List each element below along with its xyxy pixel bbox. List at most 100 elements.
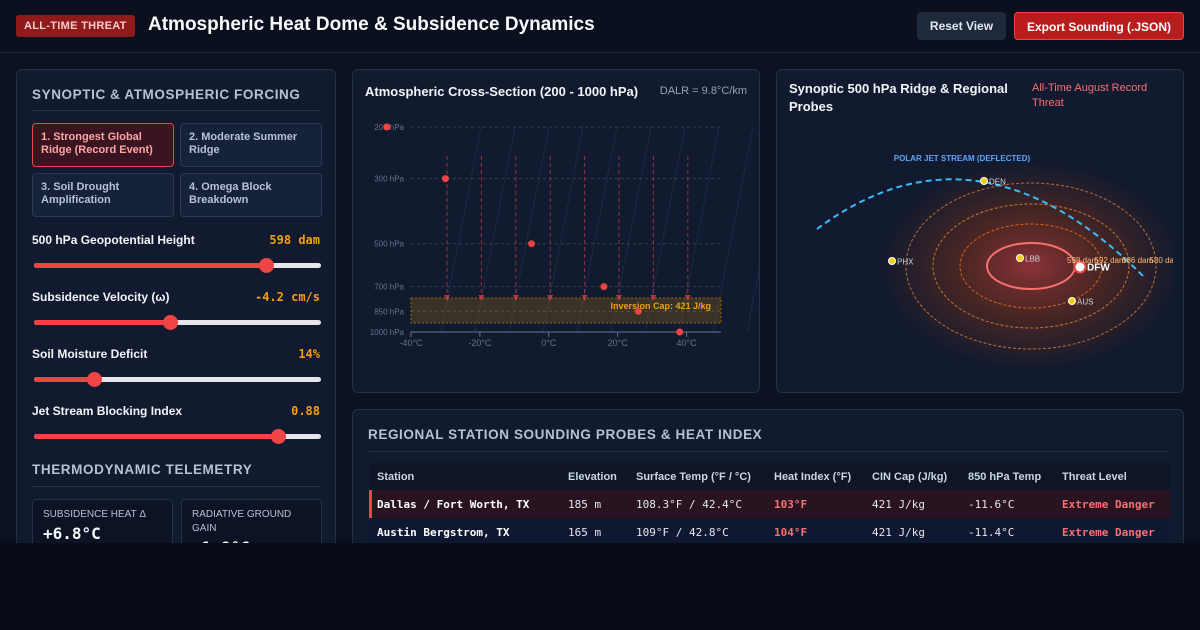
annotation: DALR = 9.8°C/km [660,85,747,97]
sounding-point [383,123,391,131]
station-marker[interactable] [1068,297,1076,305]
contour [959,223,1103,309]
column-header: Surface Temp (°F / °C) [628,463,766,490]
tile-label: RADIATIVE GROUND GAIN [192,509,292,534]
slider-label: Subsidence Velocity (ω) [32,290,170,304]
station-table: Station Elevation Surface Temp (°F / °C) He… [369,463,1170,543]
slider-track[interactable] [34,372,321,387]
slider-label: Jet Stream Blocking Index [32,404,183,418]
slider-value: 14% [298,347,320,361]
tile-value: +1.8°C [192,538,311,543]
slider-thumb[interactable] [87,372,103,387]
arrow-head [650,295,657,301]
table-cell: Extreme Danger [1062,497,1155,511]
header-row: Station Elevation Surface Temp (°F / °C) He… [369,463,1170,490]
section-title: THERMODYNAMIC TELEMETRY [32,462,253,477]
slider-value: 598 dam [269,233,320,247]
contour-label: 592 dam [1095,256,1126,265]
y-tick-label: 850 hPa [374,307,404,316]
table-row[interactable]: Dallas / Fort Worth, TX 185 m 108.3°F / 42… [369,490,1170,518]
station-marker[interactable] [1073,260,1087,274]
arrow-head [547,295,554,301]
slider-thumb[interactable] [163,315,179,330]
station-label: DFW [1087,263,1110,274]
tile-value: +6.8°C [43,524,101,543]
badge: ALL-TIME THREAT [16,15,135,37]
contour [932,203,1130,329]
jet-label: POLAR JET STREAM (DEFLECTED) [894,154,1031,163]
sounding-point [676,328,684,336]
divider [368,451,1169,452]
arrow-head [444,295,450,301]
station-label: DEN [989,178,1006,187]
slider-track[interactable] [34,258,321,273]
arrow-head [478,295,485,301]
ridge-map: Synoptic 500 hPa Ridge & Regional Probes… [789,81,1181,371]
contour-label: 586 dam [1122,256,1153,265]
forcing-panel: SYNOPTIC & ATMOSPHERIC FORCING THERMODYN… [16,69,336,543]
alert-box: All-Time August Record Threat [1032,82,1147,109]
station-marker[interactable] [1016,254,1024,262]
x-tick-label: 20°C [608,338,629,348]
y-tick-label: 1000 hPa [370,328,405,337]
export-button[interactable]: Export Sounding (.JSON) [1014,12,1184,40]
table-cell: -11.6°C [968,497,1015,511]
contour-label: 598 dam [1067,256,1098,265]
table-cell: 109°F / 42.8°C [636,525,729,539]
telemetry-tile: SUBSIDENCE HEAT Δ +6.8°C [32,499,173,543]
map-layer: POLAR JET STREAM (DEFLECTED) DEN PHX LBB DF… [816,154,1181,371]
scenario-button[interactable]: 3. Soil Drought Amplification [32,173,174,217]
column-header: Station [369,463,560,490]
scenario-button[interactable]: 1. Strongest Global Ridge (Record Event) [32,123,174,167]
tile-label: SUBSIDENCE HEAT Δ [43,509,146,520]
column-header: 850 hPa Temp [960,463,1054,490]
section-title: REGIONAL STATION SOUNDING PROBES & HEAT … [368,427,763,442]
scenario-button[interactable]: 4. Omega Block Breakdown [180,173,322,217]
slider-fill [34,377,95,382]
slider-track[interactable] [34,429,321,444]
scenario-button[interactable]: 2. Moderate Summer Ridge [180,123,322,167]
slider-thumb[interactable] [259,258,275,273]
table-cell: Austin Bergstrom, TX [377,525,510,539]
column-header: CIN Cap (J/kg) [864,463,960,490]
column-header: Threat Level [1054,463,1170,490]
y-tick-label: 300 hPa [374,175,404,184]
station-label: PHX [897,258,914,267]
cross-section-chart: Atmospheric Cross-Section (200 - 1000 hP… [365,84,759,348]
station-marker[interactable] [888,257,896,265]
station-marker[interactable] [980,177,988,185]
inversion-band [410,297,722,324]
section-title: SYNOPTIC & ATMOSPHERIC FORCING [32,87,301,102]
sounding-point [634,307,642,315]
jet-stream [816,178,1144,277]
map-title-box: Synoptic 500 hPa Ridge & Regional Probes [789,81,1008,114]
arrow-head [616,295,622,301]
x-tick-label: -40°C [399,338,423,348]
x-tick-label: -20°C [468,338,492,348]
slider-fill [34,263,267,268]
table-cell: Dallas / Fort Worth, TX [377,497,530,511]
ridge-map-panel: Synoptic 500 hPa Ridge & Regional Probes… [776,69,1184,393]
arrow-head [684,295,691,301]
table-cell: 185 m [568,497,602,511]
table-cell: 104°F [774,525,808,539]
slider-value: -4.2 cm/s [254,290,320,304]
divider [32,486,321,487]
slider-thumb[interactable] [270,429,286,444]
table-row[interactable]: Austin Bergstrom, TX 165 m 109°F / 42.8°C 1… [369,518,1170,543]
contour-label: 580 dam [1150,256,1181,265]
arrow-head [512,295,519,301]
contour [905,182,1157,350]
table-cell: 165 m [568,525,602,539]
reset-button[interactable]: Reset View [917,12,1006,40]
slider-fill [34,320,171,325]
station-label: LBB [1025,255,1040,264]
table-cell: -11.4°C [968,525,1015,539]
arrow-head [581,295,588,301]
slider-label: 500 hPa Geopotential Height [32,233,195,247]
table-cell: 421 J/kg [872,497,925,511]
table-cell: 103°F [774,497,808,511]
column-header: Heat Index (°F) [766,463,864,490]
slider-value: 0.88 [291,404,320,418]
slider-track[interactable] [34,315,321,330]
